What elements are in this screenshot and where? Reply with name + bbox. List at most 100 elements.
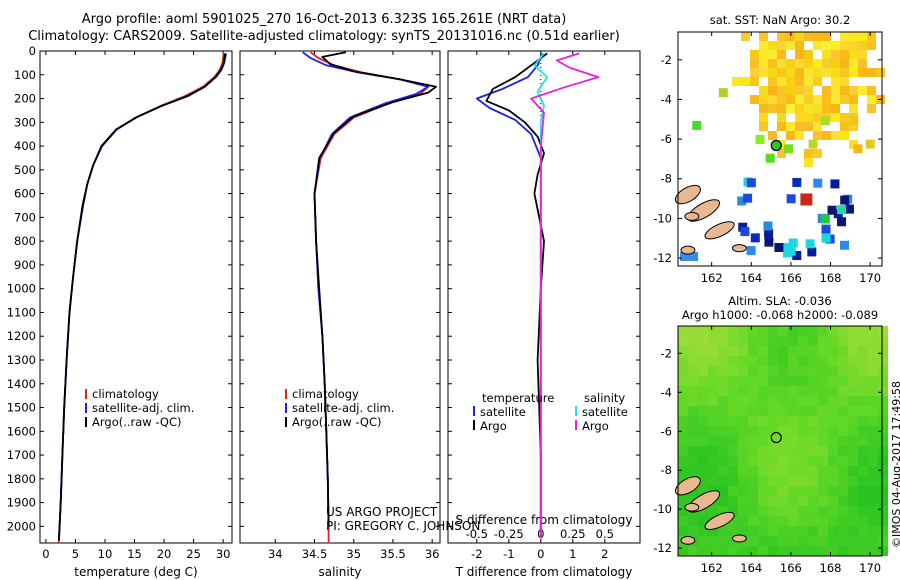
sla-cell: [818, 526, 828, 536]
sla-cell: [848, 386, 858, 396]
sla-cell: [718, 366, 728, 376]
x-tick-label: 162: [701, 271, 723, 285]
sla-cell: [778, 406, 788, 416]
sst-cell: [849, 104, 858, 113]
sla-cell: [808, 466, 818, 476]
sla-cell: [878, 376, 888, 386]
sla-cell: [808, 436, 818, 446]
sla-cell: [848, 516, 858, 526]
sla-cell: [808, 496, 818, 506]
sst-cell: [822, 59, 831, 68]
sst-cell: [840, 77, 849, 86]
x-tick-label: 34.5: [302, 547, 328, 561]
sst-cell: [813, 77, 822, 86]
sst-cell: [795, 50, 804, 59]
sst-cell: [822, 68, 831, 77]
sst-cell: [692, 120, 702, 130]
sla-cell: [878, 506, 888, 516]
sst-cell: [840, 122, 849, 131]
sst-cell: [807, 247, 817, 257]
sst-cell: [837, 205, 847, 215]
sla-cell: [868, 496, 878, 506]
sla-cell: [838, 336, 848, 346]
sla-cell: [848, 476, 858, 486]
sla-cell: [688, 516, 698, 526]
y-tick-label: 1800: [7, 472, 36, 486]
sst-cell: [746, 178, 756, 188]
sst-cell: [858, 32, 867, 41]
sst-cell: [759, 59, 768, 68]
sla-cell: [708, 366, 718, 376]
sla-cell: [778, 326, 788, 336]
sst-cell: [795, 77, 804, 86]
sst-cell: [849, 41, 858, 50]
sla-cell: [808, 486, 818, 496]
x-tick-label: 164: [740, 271, 762, 285]
sla-cell: [738, 496, 748, 506]
sla-cell: [798, 386, 808, 396]
sla-cell: [778, 446, 788, 456]
sst-cell: [763, 221, 773, 231]
sst-cell: [840, 113, 849, 122]
sst-cell: [831, 77, 840, 86]
sla-cell: [728, 356, 738, 366]
sst-cell: [813, 122, 822, 131]
sst-cell: [777, 41, 786, 50]
legend-label: satellite-adj. clim.: [92, 401, 194, 415]
plot-frame: [447, 50, 641, 544]
sla-cell: [798, 506, 808, 516]
sla-cell: [738, 366, 748, 376]
sla-cell: [788, 416, 798, 426]
sst-cell: [795, 41, 804, 50]
sla-cell: [738, 436, 748, 446]
sla-cell: [768, 366, 778, 376]
sla-cell: [748, 416, 758, 426]
sla-cell: [778, 516, 788, 526]
sla-cell: [698, 546, 708, 556]
sla-cell: [708, 456, 718, 466]
y-tick-label: 700: [14, 210, 36, 224]
sla-cell: [688, 396, 698, 406]
sla-cell: [748, 536, 758, 546]
sst-cell: [786, 131, 795, 140]
sla-cell: [718, 386, 728, 396]
sst-cell: [777, 59, 786, 68]
sla-cell: [678, 336, 688, 346]
sla-cell: [728, 406, 738, 416]
sla-cell: [778, 456, 788, 466]
sla-cell: [758, 456, 768, 466]
sla-cell: [868, 386, 878, 396]
pi-text: PI: GREGORY C. JOHNSON: [326, 519, 481, 533]
sst-cell: [840, 195, 850, 205]
sla-cell: [858, 486, 868, 496]
sst-cell: [853, 144, 863, 154]
sst-cell: [795, 113, 804, 122]
sla-cell: [698, 406, 708, 416]
sst-cell: [821, 224, 831, 234]
y-tick-label: -6: [661, 424, 672, 438]
sla-cell: [728, 536, 738, 546]
sla-cell: [698, 426, 708, 436]
sla-cell: [748, 386, 758, 396]
sst-cell: [858, 50, 867, 59]
x-tick-label: 170: [859, 561, 881, 575]
sst-cell: [840, 86, 849, 95]
sla-cell: [778, 336, 788, 346]
sla-cell: [748, 546, 758, 556]
sla-cell: [828, 346, 838, 356]
y-tick-label: -8: [661, 463, 672, 477]
y-tick-label: -12: [653, 251, 672, 265]
sla-cell: [858, 546, 868, 556]
sla-cell: [768, 346, 778, 356]
sla-cell: [868, 446, 878, 456]
sst-cell: [768, 104, 777, 113]
top-axis-label: S difference from climatology: [456, 513, 633, 527]
sla-cell: [758, 486, 768, 496]
sla-cell: [818, 396, 828, 406]
sla-cell: [868, 546, 878, 556]
sla-cell: [848, 406, 858, 416]
y-tick-label: 1400: [7, 377, 36, 391]
sla-cell: [718, 486, 728, 496]
sla-cell: [868, 336, 878, 346]
sla-cell: [798, 486, 808, 496]
